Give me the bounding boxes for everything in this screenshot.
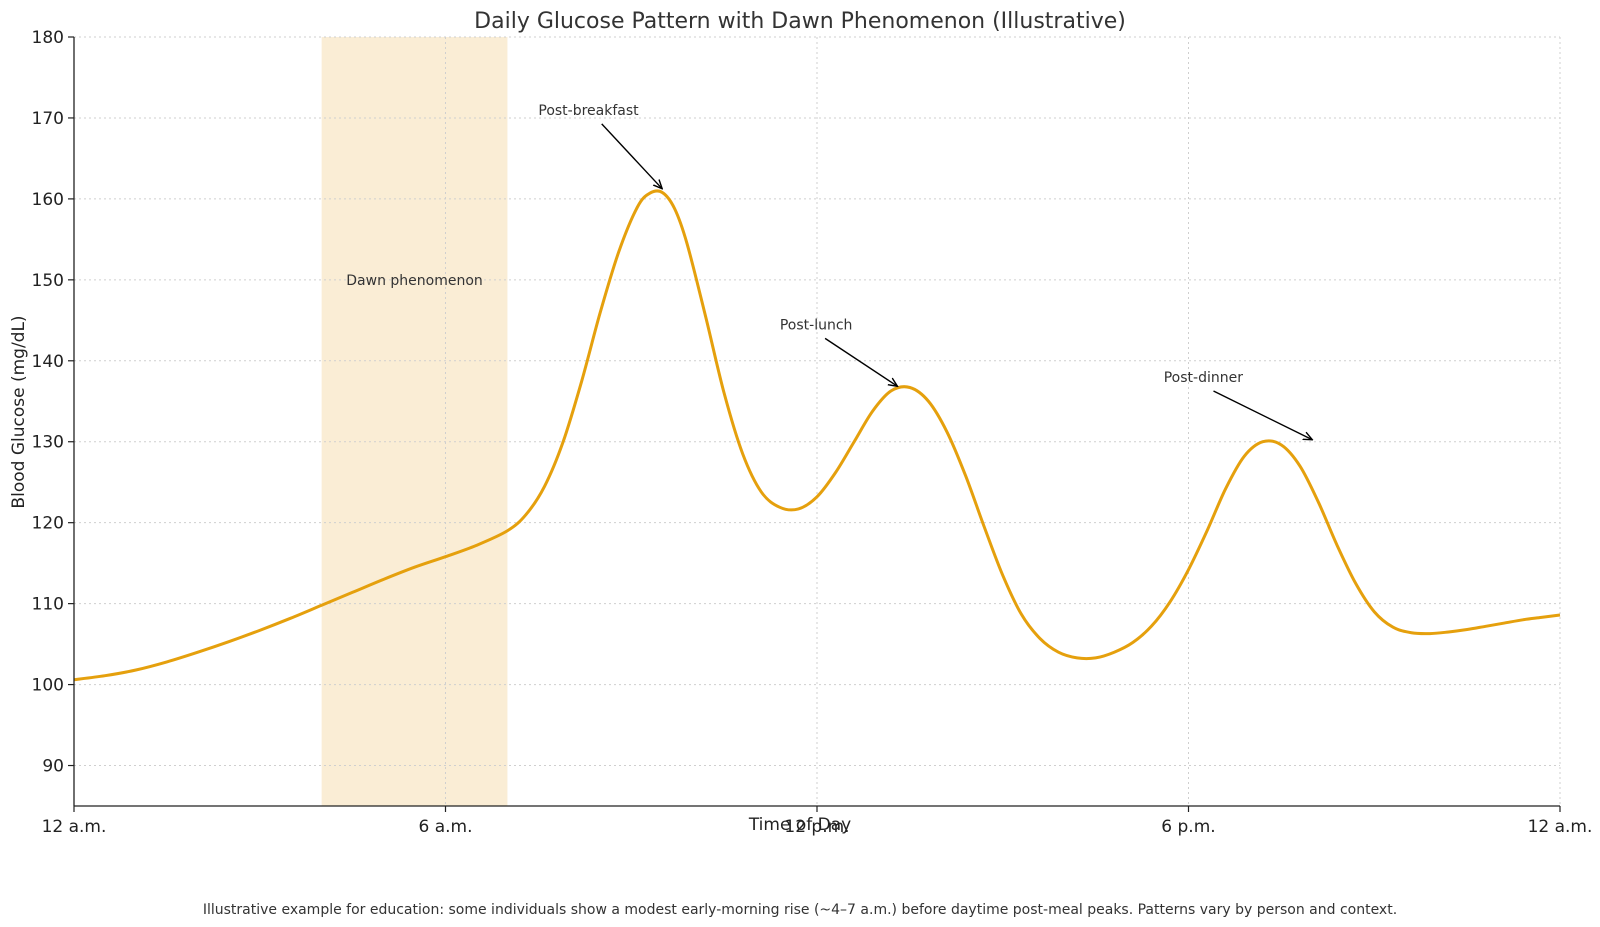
x-tick-label: 6 a.m. bbox=[418, 817, 472, 837]
annotations: Post-breakfast Post-lunch Post-dinner bbox=[538, 103, 1312, 440]
annotation-arrow bbox=[601, 123, 662, 189]
footnote: Illustrative example for education: some… bbox=[202, 902, 1398, 918]
dawn-phenomenon-band bbox=[321, 37, 508, 806]
y-axis-ticks: 90 100 110 120 130 140 150 160 170 180 bbox=[32, 28, 74, 777]
series-line bbox=[73, 189, 1561, 682]
annotation-label: Post-lunch bbox=[780, 317, 853, 333]
annotation-label: Post-dinner bbox=[1164, 370, 1243, 386]
y-tick-label: 110 bbox=[32, 595, 64, 615]
y-tick-label: 100 bbox=[32, 676, 64, 696]
annotation-arrow bbox=[1213, 390, 1312, 440]
y-tick-label: 120 bbox=[32, 514, 64, 534]
annotation-label: Post-breakfast bbox=[538, 103, 639, 119]
y-tick-label: 160 bbox=[32, 190, 64, 210]
x-tick-label: 6 p.m. bbox=[1161, 817, 1215, 837]
x-axis-label: Time of Day bbox=[748, 815, 851, 835]
y-axis-label: Blood Glucose (mg/dL) bbox=[9, 315, 29, 508]
dawn-phenomenon-label: Dawn phenomenon bbox=[346, 273, 483, 289]
x-tick-label: 12 a.m. bbox=[1528, 817, 1593, 837]
y-tick-label: 150 bbox=[32, 271, 64, 291]
y-tick-label: 130 bbox=[32, 433, 64, 453]
x-axis-ticks: 12 a.m. 6 a.m. 12 p.m. 6 p.m. 12 a.m. bbox=[42, 806, 1593, 837]
y-tick-label: 90 bbox=[42, 757, 64, 777]
annotation-arrow bbox=[824, 337, 897, 386]
chart-title: Daily Glucose Pattern with Dawn Phenomen… bbox=[474, 9, 1126, 34]
grid-lines bbox=[73, 36, 1561, 806]
series-layer bbox=[73, 189, 1561, 682]
y-tick-label: 180 bbox=[32, 28, 64, 48]
x-tick-label: 12 a.m. bbox=[42, 817, 107, 837]
y-tick-label: 140 bbox=[32, 352, 64, 372]
y-tick-label: 170 bbox=[32, 109, 64, 129]
x-tick-label: 12 p.m. bbox=[784, 817, 849, 837]
